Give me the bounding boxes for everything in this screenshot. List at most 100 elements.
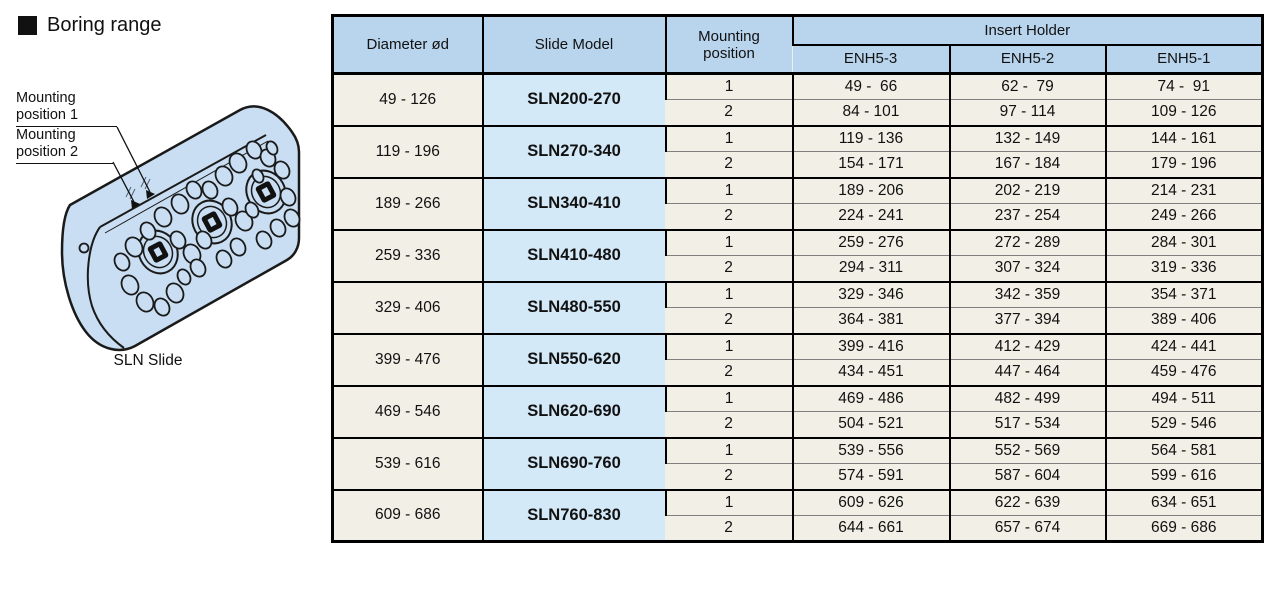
insert-holder-range-cell-enh5-1: 214 - 231 xyxy=(1104,176,1263,204)
mounting-position-cell: 1 xyxy=(664,436,793,464)
insert-holder-range-cell-enh5-2: 517 - 534 xyxy=(948,411,1106,438)
insert-holder-range-cell-enh5-1: 74 - 91 xyxy=(1104,72,1263,100)
mounting-position-cell: 2 xyxy=(665,151,793,178)
insert-holder-range-cell-enh5-1: 459 - 476 xyxy=(1104,359,1263,386)
insert-holder-range-cell-enh5-2: 132 - 149 xyxy=(948,124,1106,152)
diameter-cell: 259 - 336 xyxy=(332,228,483,282)
insert-holder-range-cell-enh5-1: 494 - 511 xyxy=(1104,384,1263,412)
insert-holder-range-cell-enh5-1: 634 - 651 xyxy=(1104,488,1263,516)
header-enh5-1: ENH5-1 xyxy=(1104,43,1263,74)
mounting-position-cell: 2 xyxy=(665,203,793,230)
insert-holder-range-cell-enh5-3: 189 - 206 xyxy=(791,176,950,204)
insert-holder-range-cell-enh5-1: 284 - 301 xyxy=(1104,228,1263,256)
leader-lines xyxy=(112,126,151,203)
section-title-text: Boring range xyxy=(47,14,162,36)
slide-model-cell: SLN480-550 xyxy=(481,280,666,334)
insert-holder-range-cell-enh5-2: 272 - 289 xyxy=(948,228,1106,256)
insert-holder-range-cell-enh5-2: 482 - 499 xyxy=(948,384,1106,412)
insert-holder-range-cell-enh5-3: 434 - 451 xyxy=(791,359,950,386)
slide-model-cell: SLN620-690 xyxy=(481,384,666,438)
insert-holder-range-cell-enh5-1: 564 - 581 xyxy=(1104,436,1263,464)
insert-holder-range-cell-enh5-2: 622 - 639 xyxy=(948,488,1106,516)
mounting-position-cell: 2 xyxy=(665,255,793,282)
mounting-position-cell: 2 xyxy=(665,359,793,386)
insert-holder-range-cell-enh5-1: 319 - 336 xyxy=(1104,255,1263,282)
insert-holder-range-cell-enh5-3: 469 - 486 xyxy=(791,384,950,412)
section-marker-square-icon xyxy=(18,16,37,35)
insert-holder-range-cell-enh5-2: 447 - 464 xyxy=(948,359,1106,386)
diameter-cell: 469 - 546 xyxy=(332,384,483,438)
slide-model-cell: SLN550-620 xyxy=(481,332,666,386)
insert-holder-range-cell-enh5-1: 144 - 161 xyxy=(1104,124,1263,152)
insert-holder-range-cell-enh5-1: 354 - 371 xyxy=(1104,280,1263,308)
slide-model-cell: SLN690-760 xyxy=(481,436,666,490)
table-row: 609 - 686 SLN760-830 1 609 - 626 622 - 639 63… xyxy=(332,488,1263,542)
mounting-position-cell: 1 xyxy=(664,384,793,412)
table-row: 2 224 - 241 237 - 254 249 - 266 xyxy=(333,203,1263,230)
diameter-cell: 329 - 406 xyxy=(332,280,483,334)
insert-holder-range-cell-enh5-2: 587 - 604 xyxy=(948,463,1106,490)
table-header: Diameter ød Slide Model Mounting positio… xyxy=(332,15,1263,74)
table-row: 2 504 - 521 517 - 534 529 - 546 xyxy=(333,411,1263,438)
mounting-position-cell: 2 xyxy=(665,463,793,490)
mounting-position-cell: 2 xyxy=(665,99,793,126)
slide-model-cell: SLN340-410 xyxy=(481,176,666,230)
insert-pockets xyxy=(137,169,287,275)
mounting-position-cell: 1 xyxy=(664,280,793,308)
insert-holder-range-cell-enh5-2: 237 - 254 xyxy=(948,203,1106,230)
slide-model-cell: SLN270-340 xyxy=(481,124,666,178)
insert-holder-range-cell-enh5-3: 49 - 66 xyxy=(791,72,950,100)
insert-holder-range-cell-enh5-1: 424 - 441 xyxy=(1104,332,1263,360)
mounting-position-cell: 2 xyxy=(665,515,793,542)
slide-model-cell: SLN760-830 xyxy=(481,488,666,542)
insert-holder-range-cell-enh5-2: 342 - 359 xyxy=(948,280,1106,308)
mounting-position-cell: 1 xyxy=(664,332,793,360)
slide-model-cell: SLN410-480 xyxy=(481,228,666,282)
table-row: 2 644 - 661 657 - 674 669 - 686 xyxy=(333,515,1263,542)
insert-holder-range-cell-enh5-2: 167 - 184 xyxy=(948,151,1106,178)
insert-holder-range-cell-enh5-3: 609 - 626 xyxy=(791,488,950,516)
slide-model-cell: SLN200-270 xyxy=(481,72,666,126)
mounting-position-2-label: Mounting position 2 xyxy=(16,127,113,164)
insert-holder-range-cell-enh5-2: 412 - 429 xyxy=(948,332,1106,360)
insert-holder-range-cell-enh5-3: 294 - 311 xyxy=(791,255,950,282)
diameter-cell: 609 - 686 xyxy=(332,488,483,542)
insert-holder-range-cell-enh5-1: 249 - 266 xyxy=(1104,203,1263,230)
mounting-position-cell: 2 xyxy=(665,411,793,438)
boring-range-table: Diameter ød Slide Model Mounting positio… xyxy=(331,14,1264,543)
insert-holder-range-cell-enh5-1: 389 - 406 xyxy=(1104,307,1263,334)
diameter-cell: 49 - 126 xyxy=(332,72,483,126)
insert-holder-range-cell-enh5-1: 179 - 196 xyxy=(1104,151,1263,178)
insert-holder-range-cell-enh5-3: 259 - 276 xyxy=(791,228,950,256)
insert-holder-range-cell-enh5-2: 307 - 324 xyxy=(948,255,1106,282)
insert-holder-range-cell-enh5-3: 644 - 661 xyxy=(791,515,950,542)
insert-holder-range-cell-enh5-1: 669 - 686 xyxy=(1104,515,1263,542)
insert-holder-range-cell-enh5-1: 599 - 616 xyxy=(1104,463,1263,490)
table-row: 2 364 - 381 377 - 394 389 - 406 xyxy=(333,307,1263,334)
table-row: 2 84 - 101 97 - 114 109 - 126 xyxy=(333,99,1263,126)
diameter-cell: 399 - 476 xyxy=(332,332,483,386)
table-row: 469 - 546 SLN620-690 1 469 - 486 482 - 499 49… xyxy=(332,384,1263,438)
insert-holder-range-cell-enh5-3: 574 - 591 xyxy=(791,463,950,490)
insert-holder-range-cell-enh5-2: 657 - 674 xyxy=(948,515,1106,542)
mounting-position-cell: 1 xyxy=(664,228,793,256)
table-row: 399 - 476 SLN550-620 1 399 - 416 412 - 429 42… xyxy=(332,332,1263,386)
table-row: 189 - 266 SLN340-410 1 189 - 206 202 - 219 21… xyxy=(332,176,1263,230)
sln-slide-illustration xyxy=(60,105,301,352)
insert-holder-range-cell-enh5-3: 399 - 416 xyxy=(791,332,950,360)
table-row: 49 - 126 SLN200-270 1 49 - 66 62 - 79 74 - 91 xyxy=(332,72,1263,126)
table-row: 539 - 616 SLN690-760 1 539 - 556 552 - 569 56… xyxy=(332,436,1263,490)
insert-holder-range-cell-enh5-3: 224 - 241 xyxy=(791,203,950,230)
table-row: 2 434 - 451 447 - 464 459 - 476 xyxy=(333,359,1263,386)
diameter-cell: 539 - 616 xyxy=(332,436,483,490)
insert-holder-range-cell-enh5-2: 202 - 219 xyxy=(948,176,1106,204)
slide-caption: SLN Slide xyxy=(113,352,183,369)
insert-holder-range-cell-enh5-3: 364 - 381 xyxy=(791,307,950,334)
insert-holder-range-cell-enh5-2: 377 - 394 xyxy=(948,307,1106,334)
diameter-cell: 119 - 196 xyxy=(332,124,483,178)
insert-holder-range-cell-enh5-1: 109 - 126 xyxy=(1104,99,1263,126)
header-enh5-2: ENH5-2 xyxy=(948,43,1106,74)
header-enh5-3: ENH5-3 xyxy=(792,43,950,74)
mounting-position-cell: 1 xyxy=(664,176,793,204)
